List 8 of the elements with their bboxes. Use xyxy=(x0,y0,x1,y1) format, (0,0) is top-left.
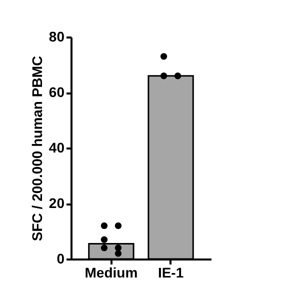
y-axis-title: SFC / 200.000 human PBMC xyxy=(28,56,45,242)
y-tick-label: 60 xyxy=(48,84,65,100)
x-tick-label: IE-1 xyxy=(158,264,184,280)
y-tick-label: 20 xyxy=(48,195,65,211)
x-tick-label: Medium xyxy=(84,264,138,280)
y-tick-label: 40 xyxy=(48,140,65,156)
y-tick-label: 80 xyxy=(48,28,65,44)
y-tick-label: 0 xyxy=(56,250,65,266)
